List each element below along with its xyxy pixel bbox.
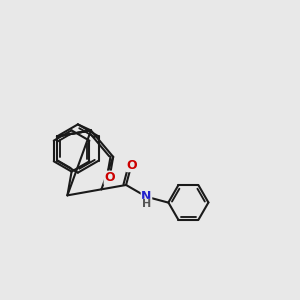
Text: O: O bbox=[126, 159, 137, 172]
Text: H: H bbox=[142, 200, 151, 209]
Text: N: N bbox=[141, 190, 152, 203]
Text: O: O bbox=[104, 171, 115, 184]
